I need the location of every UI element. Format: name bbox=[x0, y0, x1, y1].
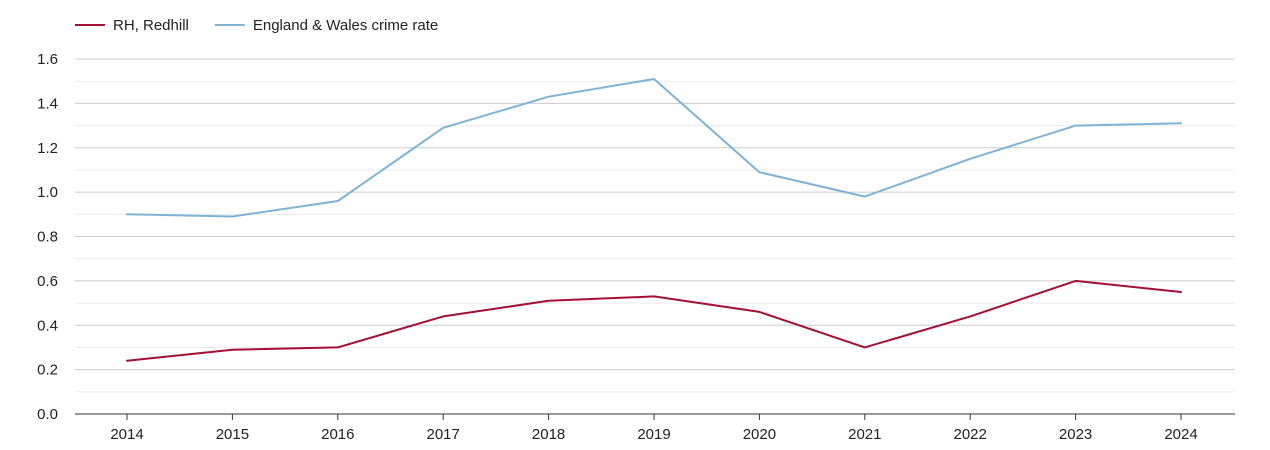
y-tick-label: 0.4 bbox=[37, 317, 58, 334]
x-tick-label: 2021 bbox=[848, 426, 881, 443]
x-tick-label: 2023 bbox=[1059, 426, 1092, 443]
series-line-england-wales-crime-rate bbox=[126, 78, 1182, 218]
grid bbox=[75, 58, 1235, 393]
x-tick-label: 2019 bbox=[637, 426, 670, 443]
y-tick-label: 0.6 bbox=[37, 273, 58, 290]
y-tick-label: 1.4 bbox=[37, 95, 58, 112]
y-tick-label: 1.0 bbox=[37, 184, 58, 201]
series-line-rh-redhill bbox=[126, 279, 1182, 362]
y-tick-label: 0.0 bbox=[37, 406, 58, 423]
x-tick-label: 2017 bbox=[427, 426, 460, 443]
legend: RH, Redhill England & Wales crime rate bbox=[75, 17, 438, 34]
legend-label: RH, Redhill bbox=[113, 17, 189, 34]
y-tick-label: 0.2 bbox=[37, 362, 58, 379]
x-tick-label: 2014 bbox=[110, 426, 143, 443]
x-tick-label: 2024 bbox=[1164, 426, 1197, 443]
y-tick-label: 1.2 bbox=[37, 140, 58, 157]
y-tick-label: 0.8 bbox=[37, 229, 58, 246]
legend-label: England & Wales crime rate bbox=[253, 17, 438, 34]
series-group bbox=[126, 78, 1182, 362]
x-tick-label: 2022 bbox=[954, 426, 987, 443]
x-tick-label: 2015 bbox=[216, 426, 249, 443]
x-tick-label: 2016 bbox=[321, 426, 354, 443]
x-tick-label: 2020 bbox=[743, 426, 776, 443]
y-tick-label: 1.6 bbox=[37, 51, 58, 68]
x-tick-label: 2018 bbox=[532, 426, 565, 443]
axes: 0.0 0.2 0.4 0.6 0.8 1.0 1.2 1.4 1.6 2014 2015 2016 2… bbox=[37, 51, 1235, 443]
